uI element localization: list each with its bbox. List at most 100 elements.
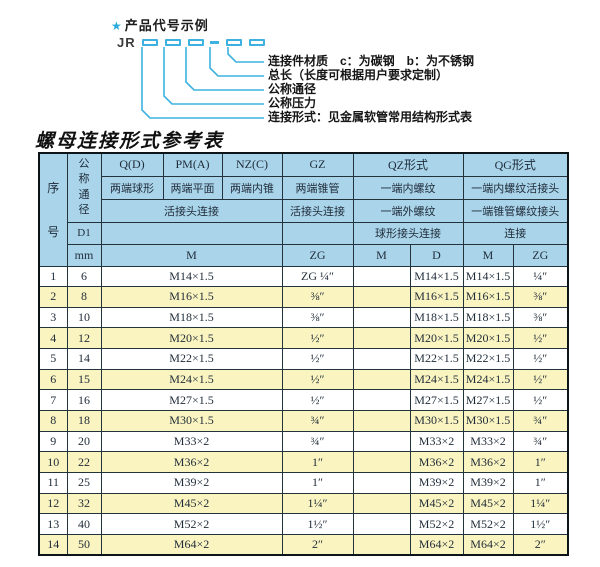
diagram-labels: 连接件材质 c：为碳钢 b：为不锈钢 总长（长度可根据用户要求定制） 公称通径 … <box>268 54 474 124</box>
cell-gz: 1″ <box>281 471 354 494</box>
cell-gz: 2″ <box>281 533 354 556</box>
form-qd: Q(D) <box>100 152 164 177</box>
cell-m: M22×1.5 <box>100 348 283 370</box>
cell-seq: 12 <box>38 492 68 515</box>
cell-qg-zg: ¾″ <box>512 409 569 432</box>
code-box-1 <box>141 38 158 46</box>
form-qg: QG形式 <box>462 152 569 177</box>
cell-qg-m: M20×1.5 <box>462 327 514 350</box>
product-code-row: JR <box>117 34 272 50</box>
cell-seq: 3 <box>38 306 68 329</box>
cell-dn: 15 <box>66 368 102 391</box>
form-qz: QZ形式 <box>352 152 464 177</box>
ends-pma: 两端平面 <box>162 175 223 200</box>
cell-qz-d: M30×1.5 <box>409 409 464 432</box>
cell-qz-d: M45×2 <box>409 492 464 515</box>
cell-qz-d: M14×1.5 <box>409 265 464 288</box>
cell-gz: 1½″ <box>281 513 354 535</box>
conn-union-gz: 活接头连接 <box>281 198 354 223</box>
conn-ext-thread: 一端外螺纹 <box>352 198 464 223</box>
cell-qz-d: M64×2 <box>409 533 464 556</box>
subconn-ball-joint: 球形接头连接 <box>352 221 464 245</box>
label-connection-form: 连接形式：见金属软管常用结构形式表 <box>268 109 473 124</box>
cell-dn: 6 <box>66 265 102 288</box>
code-dash <box>209 40 219 44</box>
cell-qg-zg: ¾″ <box>512 430 569 453</box>
cell-qz-d: M52×2 <box>409 513 464 535</box>
cell-seq: 5 <box>38 348 68 370</box>
cell-dn: 18 <box>66 409 102 432</box>
table-row: 10 22 M36×2 1″ M36×2 M36×2 1″ <box>38 451 569 473</box>
code-box-3 <box>187 38 204 46</box>
conn-taper-thread: 一端锥管螺纹接头 <box>462 198 569 223</box>
table-title: 螺母连接形式参考表 <box>35 131 225 152</box>
form-gz: GZ <box>281 152 354 177</box>
cell-m: M14×1.5 <box>100 265 283 288</box>
cell-qg-m: M14×1.5 <box>462 265 514 288</box>
cell-seq: 14 <box>38 533 68 556</box>
cell-dn: 20 <box>66 430 102 453</box>
cell-qz-d: M39×2 <box>409 471 464 494</box>
table-row: 9 20 M33×2 ¾″ M33×2 M33×2 ¾″ <box>38 430 569 453</box>
ends-qg: 一端内螺纹活接头 <box>462 175 569 200</box>
cell-qz-m <box>352 265 411 288</box>
label-total-length: 总长（长度可根据用户要求定制） <box>268 67 449 82</box>
cell-gz: ½″ <box>281 327 354 350</box>
cell-qg-m: M18×1.5 <box>462 306 514 329</box>
table-row: 8 18 M30×1.5 ¾″ M30×1.5 M30×1.5 ¾″ <box>38 409 569 432</box>
cell-gz: ⅜″ <box>281 306 354 329</box>
cell-seq: 7 <box>38 389 68 411</box>
cell-dn: 25 <box>66 471 102 494</box>
cell-qz-m <box>352 492 411 515</box>
cell-seq: 10 <box>38 451 68 473</box>
cell-qg-zg: ⅜″ <box>512 306 569 329</box>
unit-m-qz: M <box>352 243 411 267</box>
cell-dn: 32 <box>66 492 102 515</box>
cell-dn: 14 <box>66 348 102 370</box>
cell-dn: 10 <box>66 306 102 329</box>
cell-seq: 11 <box>38 471 68 494</box>
cell-qg-m: M36×2 <box>462 451 514 473</box>
col-seq-header: 序号 <box>38 152 68 267</box>
diagram-title: ★ 产品代号示例 <box>111 15 209 34</box>
unit-zg-gz: ZG <box>281 243 354 267</box>
table-row: 7 16 M27×1.5 ½″ M27×1.5 M27×1.5 ½″ <box>38 389 569 411</box>
cell-qg-zg: 2″ <box>512 533 569 556</box>
label-nominal-pressure: 公称压力 <box>268 95 317 110</box>
code-box-5 <box>248 38 265 46</box>
conn-union: 活接头连接 <box>100 198 283 223</box>
cell-seq: 8 <box>38 409 68 432</box>
cell-qg-m: M22×1.5 <box>462 348 514 370</box>
cell-m: M64×2 <box>100 533 283 556</box>
table-row: 12 32 M45×2 1¼″ M45×2 M45×2 1¼″ <box>38 492 569 515</box>
cell-qz-m <box>352 306 411 329</box>
cell-m: M20×1.5 <box>100 327 283 350</box>
code-prefix: JR <box>117 34 136 50</box>
cell-qz-d: M36×2 <box>409 451 464 473</box>
ends-qz: 一端内螺纹 <box>352 175 464 200</box>
ends-qd: 两端球形 <box>100 175 164 200</box>
cell-dn: 50 <box>66 533 102 556</box>
cell-qg-m: M45×2 <box>462 492 514 515</box>
diagram-title-text: 产品代号示例 <box>124 18 209 33</box>
cell-qz-m <box>352 348 411 370</box>
cell-qz-d: M22×1.5 <box>409 348 464 370</box>
cell-qz-d: M18×1.5 <box>409 306 464 329</box>
cell-seq: 9 <box>38 430 68 453</box>
cell-gz: ½″ <box>281 389 354 411</box>
cell-m: M16×1.5 <box>100 286 283 308</box>
cell-dn: 16 <box>66 389 102 411</box>
cell-qz-m <box>352 513 411 535</box>
cell-qz-d: M33×2 <box>409 430 464 453</box>
cell-m: M30×1.5 <box>100 409 283 432</box>
cell-qz-m <box>352 368 411 391</box>
cell-gz: ¾″ <box>281 409 354 432</box>
cell-gz: 1¼″ <box>281 492 354 515</box>
cell-gz: ZG ¼″ <box>281 265 354 288</box>
table-row: 14 50 M64×2 2″ M64×2 M64×2 2″ <box>38 533 569 556</box>
cell-seq: 4 <box>38 327 68 350</box>
table-row: 5 14 M22×1.5 ½″ M22×1.5 M22×1.5 ½″ <box>38 348 569 370</box>
cell-seq: 2 <box>38 286 68 308</box>
cell-qg-m: M24×1.5 <box>462 368 514 391</box>
cell-m: M18×1.5 <box>100 306 283 329</box>
